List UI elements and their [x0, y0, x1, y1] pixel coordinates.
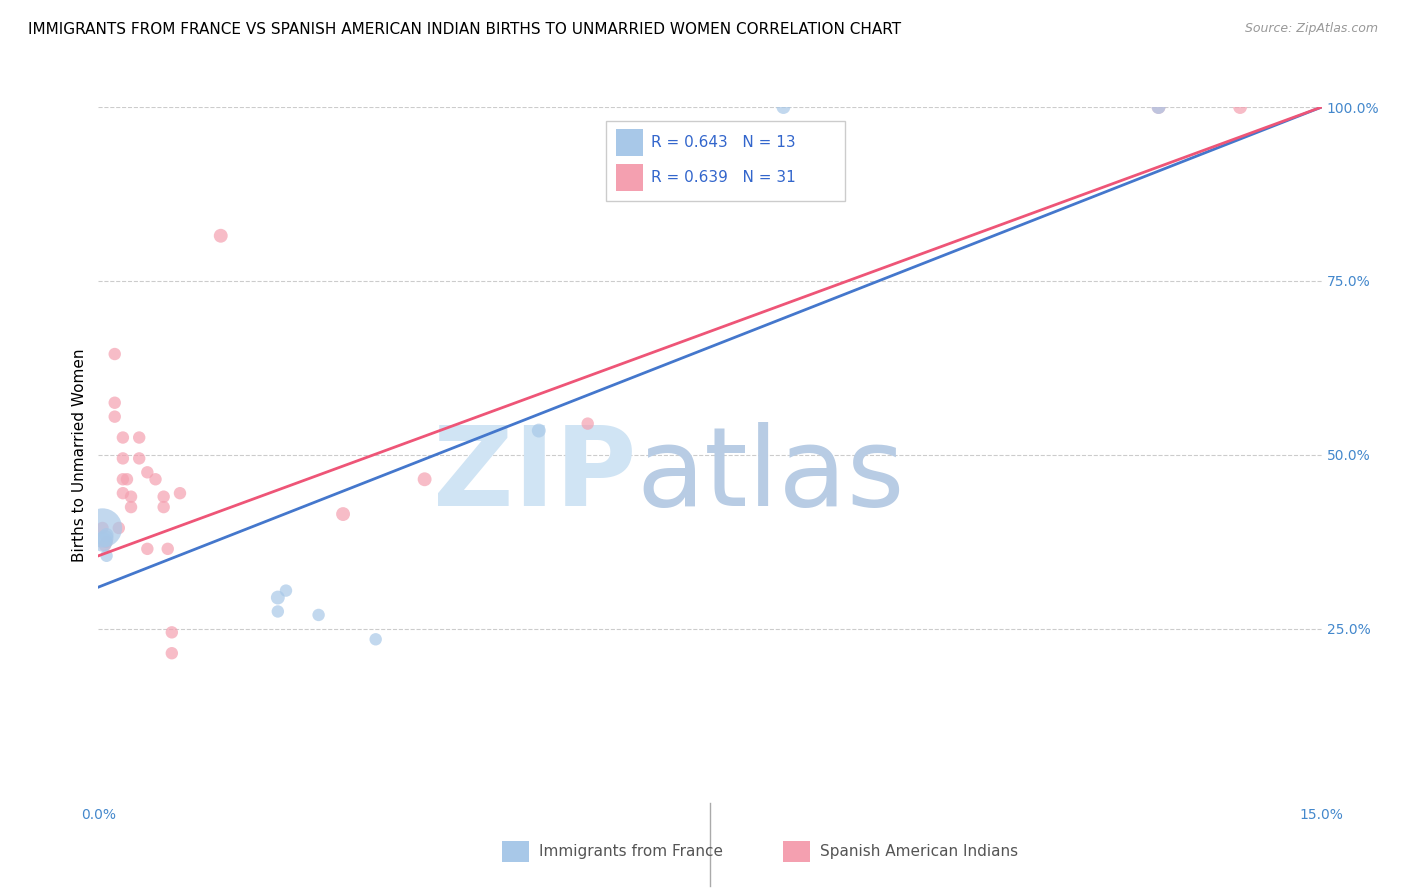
Point [308, 607, 330, 622]
Text: Spanish American Indians: Spanish American Indians [820, 844, 1018, 859]
Point [152, 500, 174, 514]
Point [364, 632, 387, 647]
Y-axis label: Births to Unmarried Women: Births to Unmarried Women [72, 348, 87, 562]
Bar [783, 841, 810, 862]
Point [169, 486, 191, 500]
Point [527, 424, 550, 438]
Text: atlas: atlas [637, 422, 905, 529]
Point [1147, 100, 1170, 114]
Text: Source: ZipAtlas.com: Source: ZipAtlas.com [1244, 22, 1378, 36]
FancyBboxPatch shape [606, 121, 845, 201]
Point [160, 646, 183, 660]
Point [128, 451, 150, 466]
Point [111, 431, 134, 445]
Point [136, 466, 159, 480]
Point [120, 490, 142, 504]
Point [120, 500, 142, 514]
Point [91, 521, 114, 535]
Point [108, 521, 131, 535]
Point [96, 528, 118, 542]
Bar [616, 164, 643, 191]
Text: ZIP: ZIP [433, 422, 637, 529]
Point [96, 549, 118, 563]
Point [1147, 100, 1170, 114]
Text: R = 0.643   N = 13: R = 0.643 N = 13 [651, 135, 796, 150]
Point [104, 347, 127, 361]
Point [267, 605, 290, 619]
Point [104, 396, 127, 410]
Point [145, 472, 167, 486]
Text: Immigrants from France: Immigrants from France [538, 844, 723, 859]
Point [91, 535, 114, 549]
Point [576, 417, 599, 431]
Point [111, 472, 134, 486]
Point [136, 541, 159, 556]
Point [413, 472, 436, 486]
Point [111, 451, 134, 466]
Point [115, 472, 138, 486]
Point [104, 409, 127, 424]
Bar [616, 129, 643, 156]
Point [96, 535, 118, 549]
Point [128, 431, 150, 445]
Bar [502, 841, 529, 862]
Point [94, 532, 117, 546]
Point [91, 521, 114, 535]
Point [209, 228, 232, 243]
Point [332, 507, 354, 521]
Point [274, 583, 297, 598]
Point [111, 486, 134, 500]
Point [152, 490, 174, 504]
Point [94, 538, 117, 552]
Point [156, 541, 179, 556]
Point [772, 100, 794, 114]
Text: IMMIGRANTS FROM FRANCE VS SPANISH AMERICAN INDIAN BIRTHS TO UNMARRIED WOMEN CORR: IMMIGRANTS FROM FRANCE VS SPANISH AMERIC… [28, 22, 901, 37]
Point [267, 591, 290, 605]
Point [1229, 100, 1251, 114]
Point [160, 625, 183, 640]
Text: R = 0.639   N = 31: R = 0.639 N = 31 [651, 169, 796, 185]
